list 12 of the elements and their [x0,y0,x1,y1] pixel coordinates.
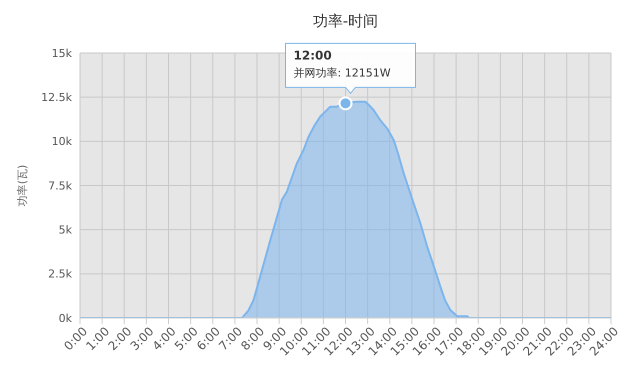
chart-title: 功率-时间 [312,12,380,31]
y-axis-title: 功率(瓦) [16,164,29,206]
y-tick-label: 10k [52,135,73,148]
y-tick-label: 5k [58,224,73,237]
y-tick-label: 2.5k [48,268,73,281]
tooltip: 12:00 并网功率: 12151W [285,42,416,94]
y-tick-label: 15k [52,46,73,60]
y-tick-label: 7.5k [48,179,73,192]
annotation: 并网功率: 12151W [294,66,391,80]
y-tick-label: 0k [58,312,73,325]
annotation: 12:00 [294,48,332,62]
y-tick-label: 12.5k [41,91,73,104]
